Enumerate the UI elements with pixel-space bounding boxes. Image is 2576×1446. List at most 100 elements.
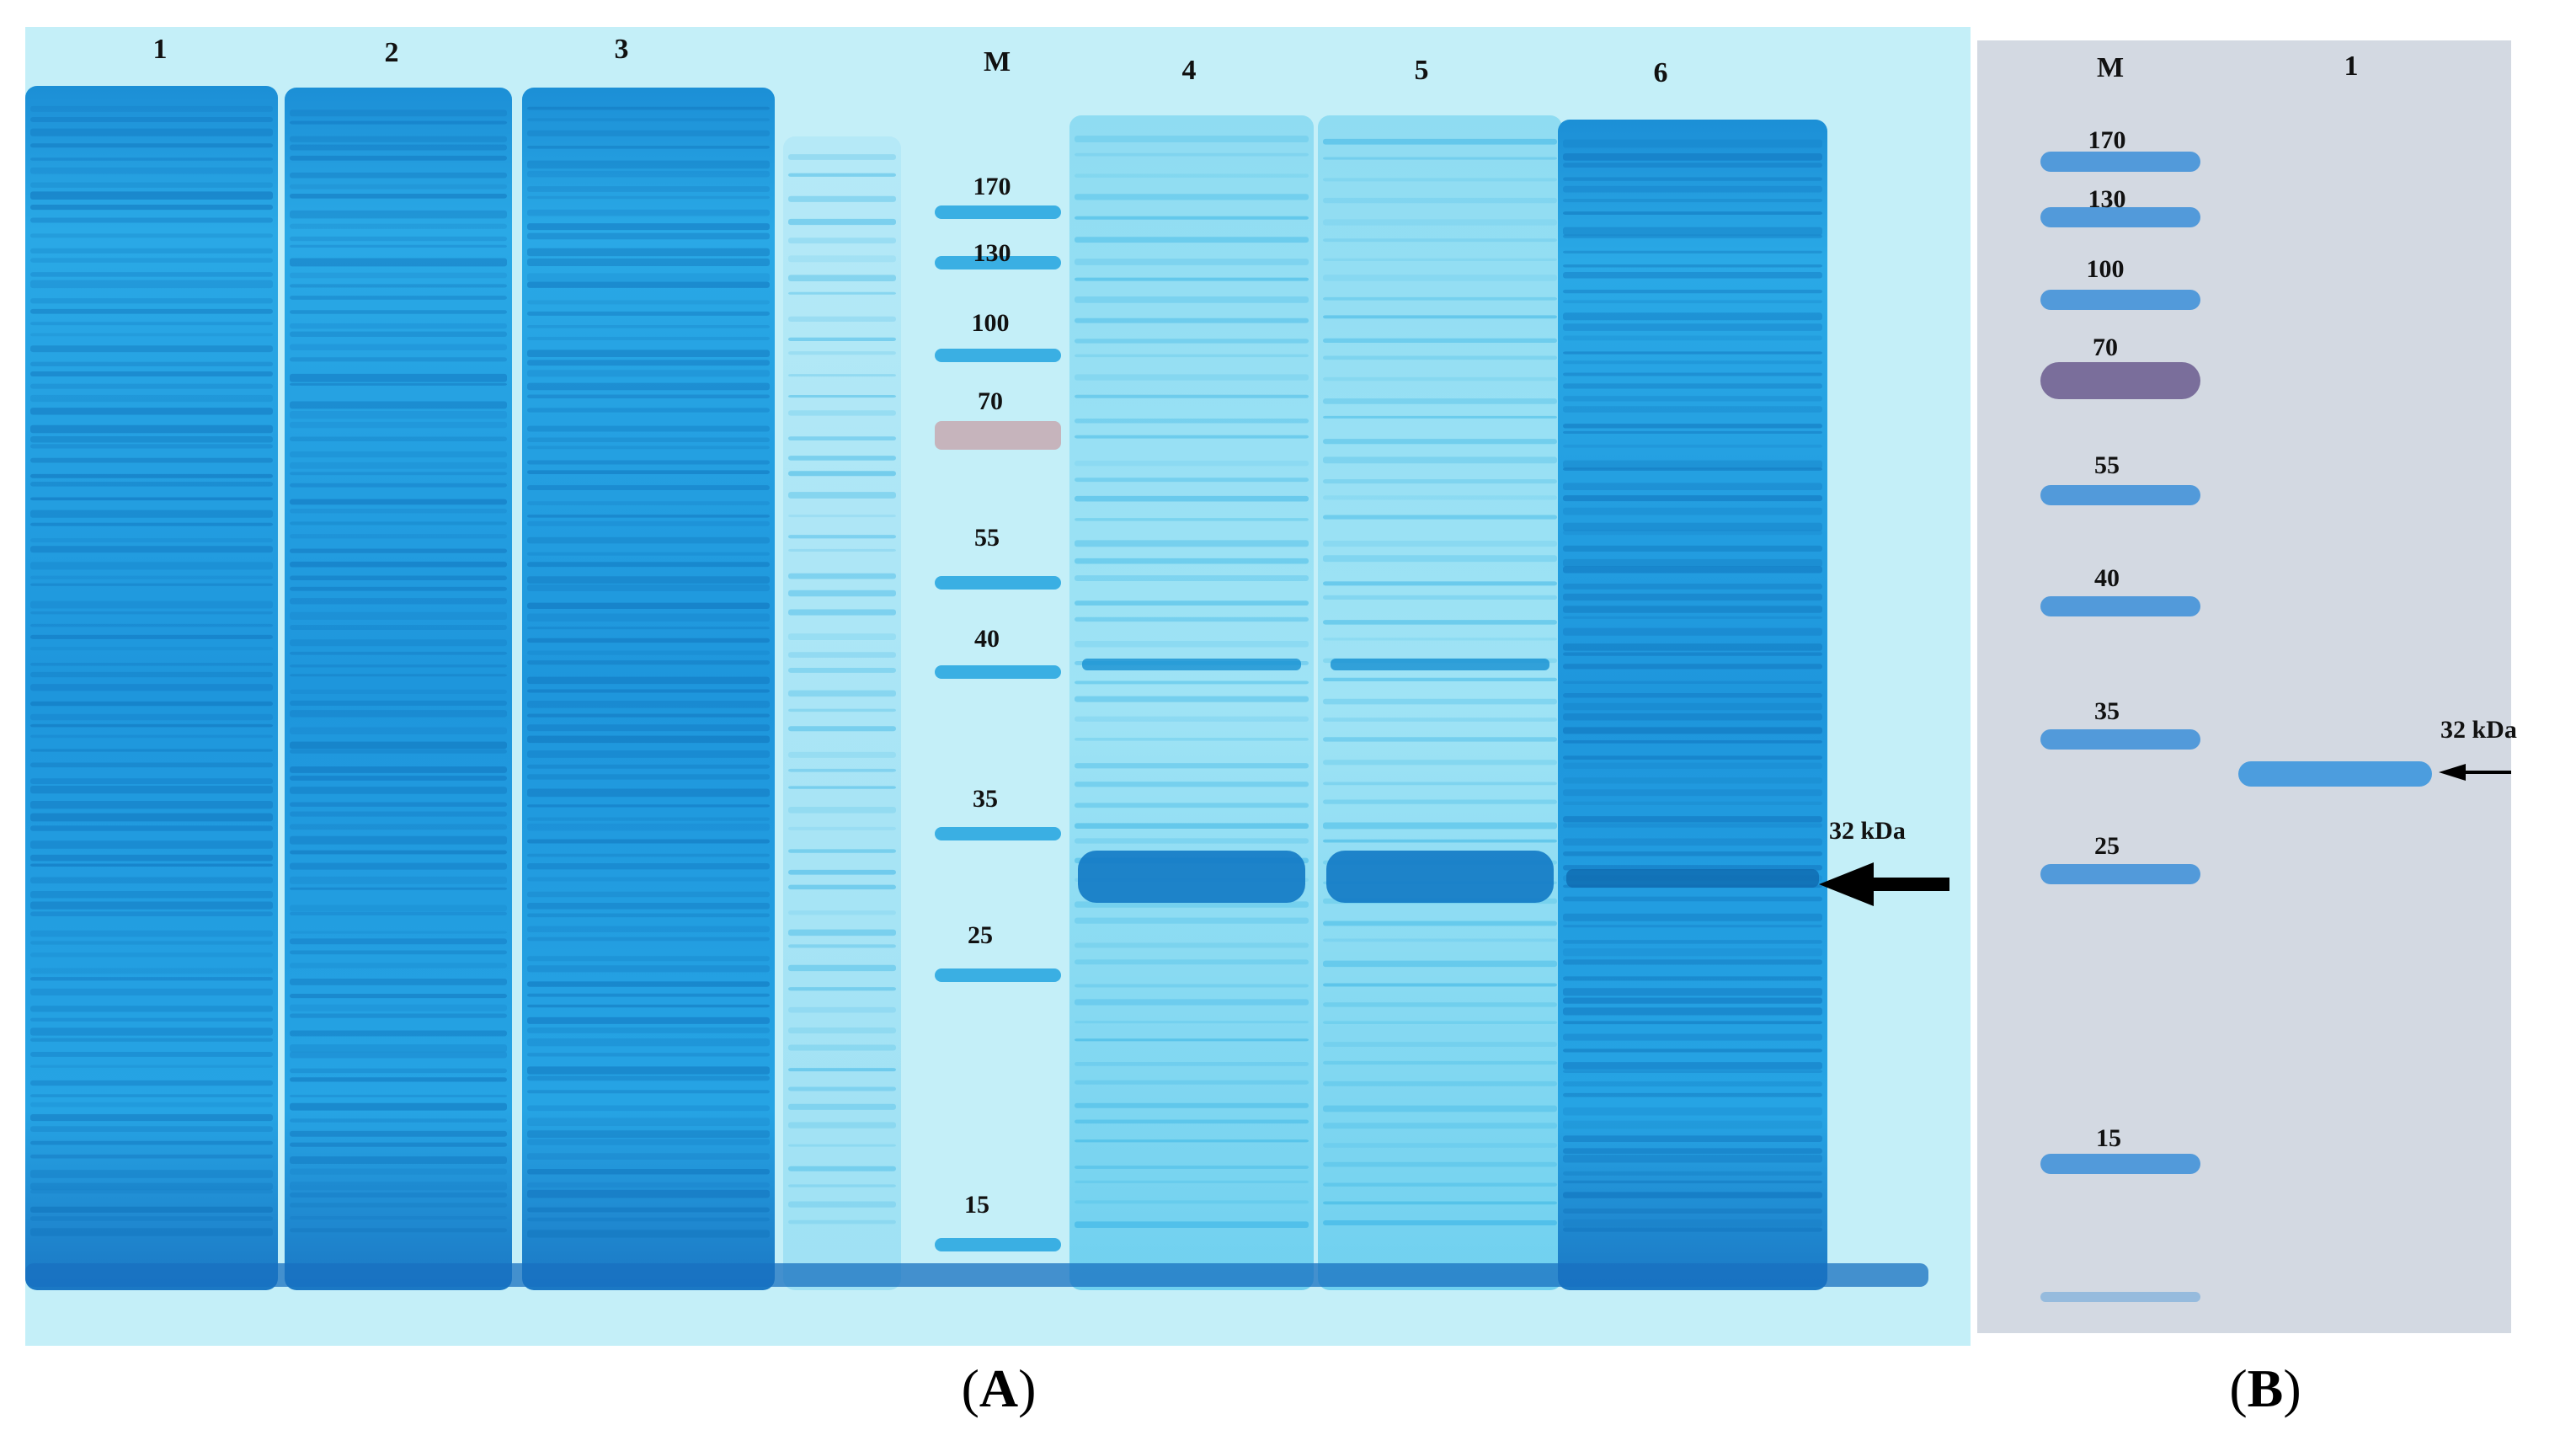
gel-a-band	[527, 394, 770, 398]
gel-a-band	[1323, 338, 1557, 343]
gel-a-band	[30, 1182, 273, 1191]
gel-a-band	[290, 1102, 507, 1111]
gel-a-band	[30, 167, 273, 174]
gel-a-band	[290, 136, 507, 142]
gel-a-band	[30, 583, 273, 586]
gel-a-band	[30, 1052, 273, 1057]
gel-a-band	[1563, 424, 1822, 429]
marker-label-170: 170	[973, 173, 1011, 200]
gel-a-band	[788, 884, 896, 890]
gel-a-band	[290, 344, 507, 350]
gel-a-band	[1075, 152, 1309, 157]
gel-a-band	[1075, 194, 1309, 200]
gel-a-band	[527, 1066, 770, 1075]
gel-a-band	[527, 536, 770, 544]
gel-a-band	[1075, 640, 1309, 648]
gel-a-band	[1563, 163, 1822, 168]
gel-a-band	[527, 660, 770, 665]
gel-a-band	[1075, 478, 1309, 483]
gel-a-band	[788, 492, 896, 499]
gel-a-band	[30, 258, 273, 263]
gel-a-band	[1075, 716, 1309, 722]
gel-a-band	[527, 552, 770, 556]
gel-a-band	[30, 977, 273, 981]
gel-a-band	[30, 322, 273, 326]
gel-a-band	[1563, 643, 1822, 651]
gel-a-band	[1323, 822, 1557, 830]
gel-a-marker-band	[935, 349, 1061, 362]
gel-a-band	[788, 351, 896, 355]
gel-a-band	[1075, 696, 1309, 702]
gel-a-band	[1563, 199, 1822, 203]
gel-a-band	[30, 800, 273, 809]
gel-a-band	[1075, 984, 1309, 988]
gel-a-band	[788, 1086, 896, 1091]
gel-a-band	[527, 1118, 770, 1126]
gel-a-band	[527, 902, 770, 910]
gel-a-band	[1075, 540, 1309, 547]
gel-a-band	[1563, 383, 1822, 389]
gel-a-band	[290, 689, 507, 695]
gel-a-band	[788, 237, 896, 244]
gel-a-band	[527, 311, 770, 316]
gel-a-band	[30, 298, 273, 304]
gel-a-band	[788, 806, 896, 814]
gel-a-band	[1323, 1105, 1557, 1113]
gel-a-band	[1323, 555, 1557, 563]
gel-a-band	[30, 444, 273, 449]
gel-a-band	[527, 853, 770, 857]
gel-a-band	[527, 1105, 770, 1112]
gel-b-marker-band	[2040, 290, 2200, 310]
gel-a-band	[527, 382, 770, 391]
gel-a-band	[30, 182, 273, 188]
gel-a-band	[1563, 139, 1822, 148]
gel-a-band	[527, 689, 770, 693]
gel-a-band	[1563, 177, 1822, 181]
gel-a-band	[290, 674, 507, 677]
gel-a-band	[527, 1153, 770, 1161]
gel-a-lane-4	[1069, 115, 1314, 1290]
gel-a-band	[527, 891, 770, 898]
gel-a-band	[788, 1122, 896, 1129]
gel-a-band	[290, 284, 507, 288]
gel-a-band	[290, 741, 507, 750]
gel-a-band	[290, 144, 507, 151]
gel-a-band	[290, 1004, 507, 1011]
gel-a-band	[290, 1077, 507, 1082]
gel-a-band	[30, 546, 273, 553]
gel-a-band	[1075, 394, 1309, 398]
gel-a-band	[290, 1203, 507, 1208]
gel-b-marker-band	[2040, 207, 2200, 227]
gel-a-band	[788, 195, 896, 202]
gel-a-band	[527, 106, 770, 110]
gel-a-band	[30, 1027, 273, 1036]
gel-a-band	[527, 130, 770, 136]
gel-a-band	[290, 401, 507, 409]
gel-a-dye-front	[25, 1263, 1928, 1287]
gel-a-band	[527, 186, 770, 192]
gel-a-band	[30, 538, 273, 543]
gel-a-band	[290, 575, 507, 581]
gel-a-band	[290, 382, 507, 386]
gel-a-band	[527, 1207, 770, 1213]
gel-a-band	[1563, 976, 1822, 981]
gel-a-band	[527, 735, 770, 744]
gel-a-band	[788, 548, 896, 552]
gel-a-band	[1563, 913, 1822, 921]
gel-a-band	[788, 291, 896, 295]
gel-a-band	[1323, 178, 1557, 182]
gel-a-band	[1563, 1007, 1822, 1016]
gel-a-band	[1323, 638, 1557, 641]
gel-b-marker-band	[2040, 596, 2200, 616]
gel-a-band	[1075, 763, 1309, 769]
gel-a-band	[30, 1126, 273, 1132]
gel-a-band	[527, 713, 770, 718]
gel-a-band	[527, 336, 770, 340]
gel-a-band	[1563, 545, 1822, 552]
gel-a-band	[290, 710, 507, 718]
gel-a-band	[1075, 461, 1309, 467]
gel-a-band	[527, 446, 770, 450]
gel-a-band	[1075, 680, 1309, 685]
gel-a-band	[30, 473, 273, 478]
gel-a-band	[1563, 360, 1822, 365]
